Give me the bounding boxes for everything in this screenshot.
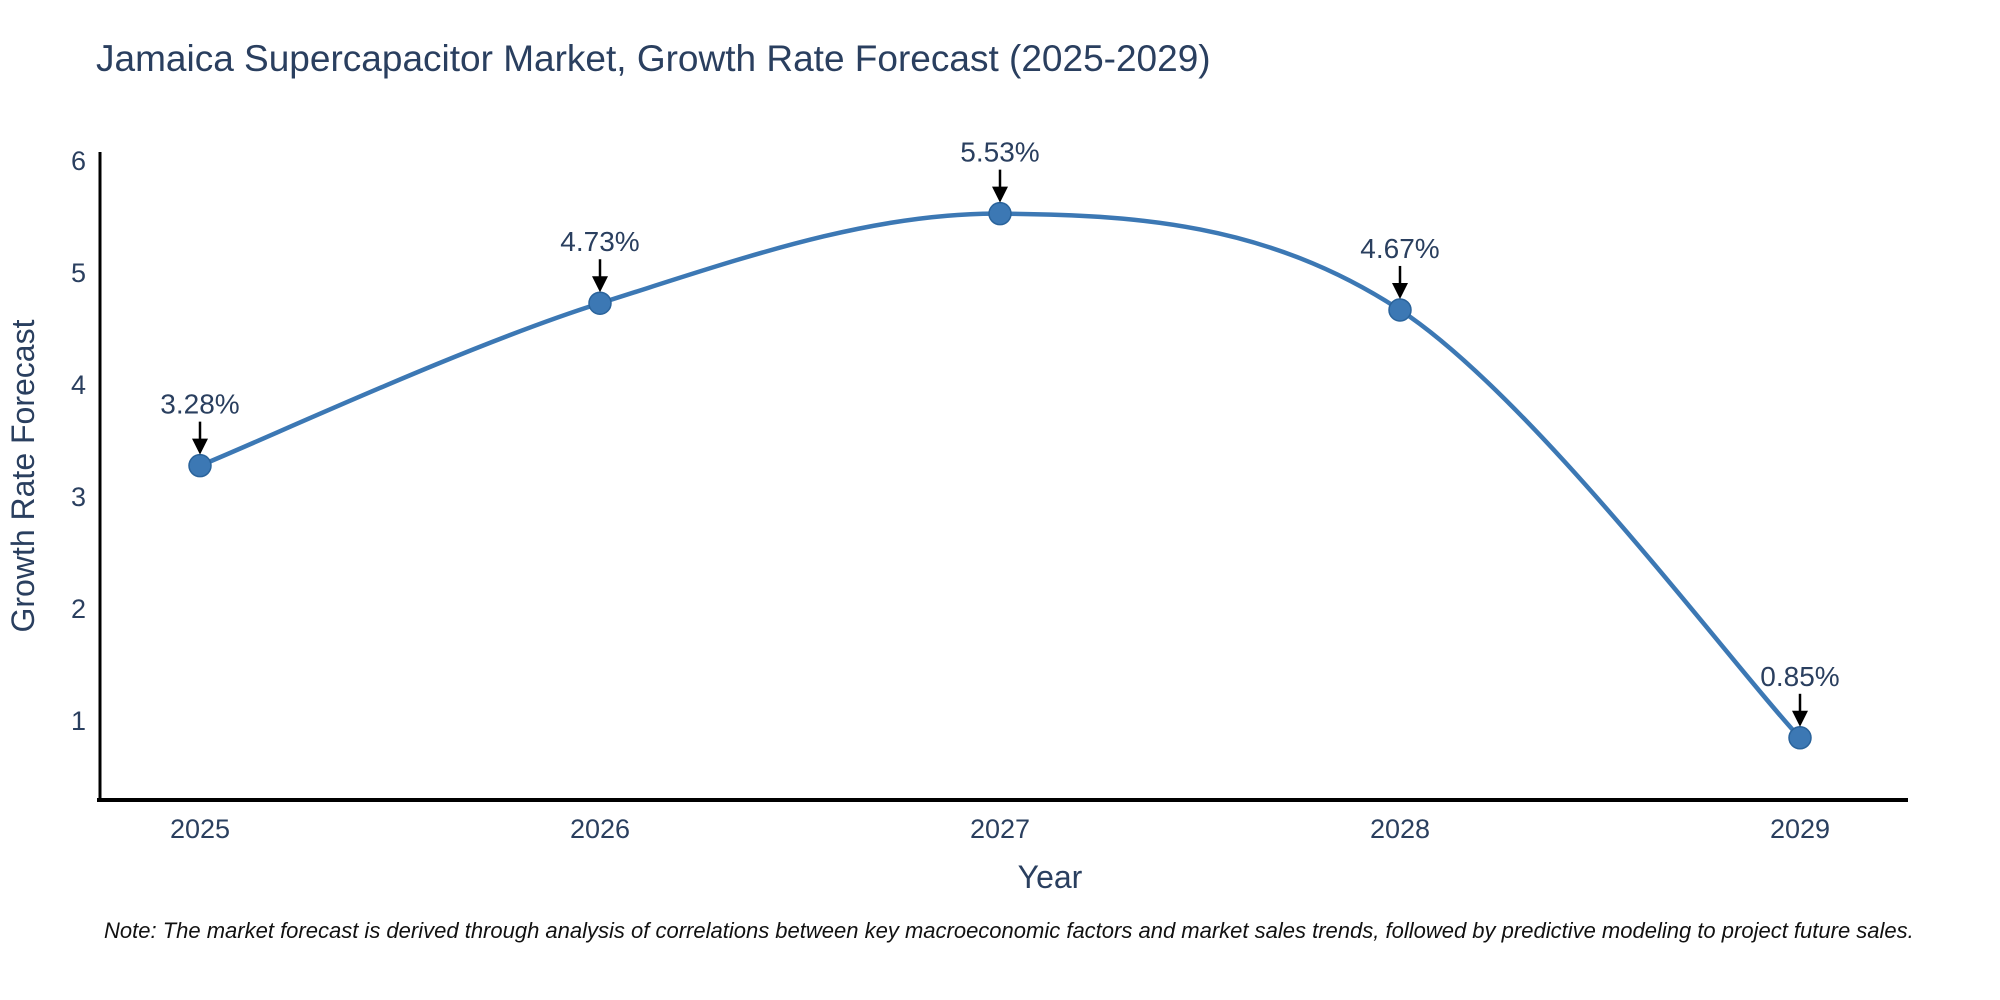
x-tick-label: 2026 [570, 814, 630, 844]
data-point-label: 4.67% [1360, 233, 1439, 264]
y-axis-title: Growth Rate Forecast [5, 319, 41, 632]
y-tick-label: 4 [71, 370, 86, 400]
data-point-label: 0.85% [1760, 661, 1839, 692]
forecast-line [197, 211, 1803, 741]
x-tick-label: 2029 [1770, 814, 1830, 844]
data-point-label: 5.53% [960, 137, 1039, 168]
y-tick-label: 1 [71, 706, 86, 736]
x-axis-title: Year [1018, 859, 1083, 895]
y-tick-label: 5 [71, 258, 86, 288]
annotation-arrowhead-icon [192, 438, 208, 455]
y-tick-label: 2 [71, 594, 86, 624]
data-point-marker [588, 291, 612, 315]
chart-footnote: Note: The market forecast is derived thr… [104, 918, 1914, 943]
annotation-arrowhead-icon [1392, 282, 1408, 299]
annotation-arrowhead-icon [592, 276, 608, 293]
data-point-marker [188, 453, 212, 478]
annotation-arrowhead-icon [1792, 710, 1808, 727]
chart-title: Jamaica Supercapacitor Market, Growth Ra… [96, 38, 1211, 79]
data-point-marker [1788, 726, 1812, 750]
data-point-marker [988, 201, 1012, 226]
x-tick-label: 2028 [1370, 814, 1430, 844]
y-tick-label: 6 [71, 146, 86, 176]
data-point-label: 4.73% [560, 226, 639, 257]
x-tick-label: 2025 [170, 814, 230, 844]
y-tick-label: 3 [71, 482, 86, 512]
annotation-arrowhead-icon [992, 186, 1008, 203]
data-point-marker [1388, 298, 1412, 322]
x-tick-label: 2027 [970, 814, 1030, 844]
data-point-label: 3.28% [160, 389, 239, 420]
